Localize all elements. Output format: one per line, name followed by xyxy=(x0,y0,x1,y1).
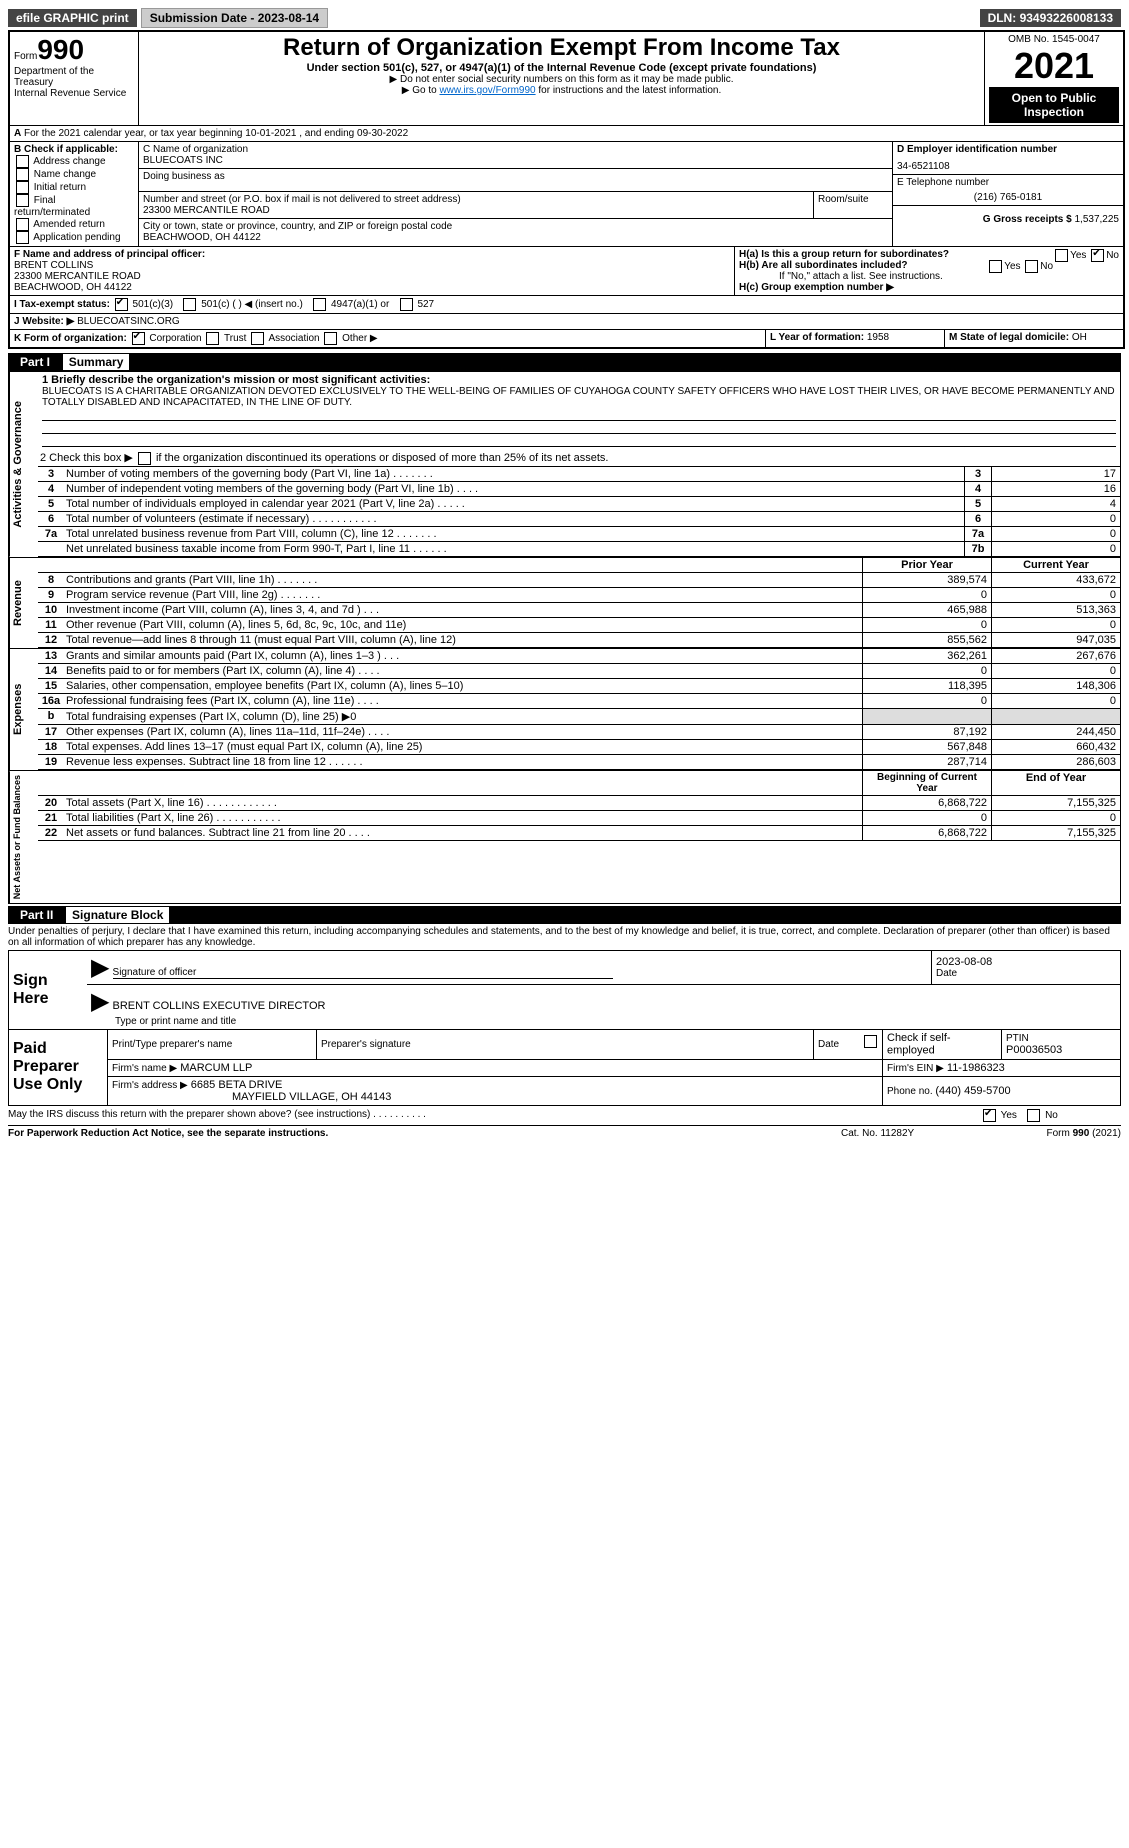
tax-year: 2021 xyxy=(989,45,1119,87)
page-title: Return of Organization Exempt From Incom… xyxy=(143,34,980,62)
discuss-yes[interactable] xyxy=(983,1109,996,1122)
addr-change-check[interactable] xyxy=(16,155,29,168)
declaration: Under penalties of perjury, I declare th… xyxy=(8,924,1121,950)
top-bar: efile GRAPHIC print Submission Date - 20… xyxy=(8,8,1121,28)
efile-label: efile GRAPHIC print xyxy=(8,9,137,27)
final-return-check[interactable] xyxy=(16,194,29,207)
expenses-label: Expenses xyxy=(9,649,38,770)
phone: (216) 765-0181 xyxy=(897,192,1119,203)
officer-name: BRENT COLLINS EXECUTIVE DIRECTOR xyxy=(113,1000,326,1012)
form-header: Form990 Department of the Treasury Inter… xyxy=(8,30,1125,349)
name-change-check[interactable] xyxy=(16,168,29,181)
website: BLUECOATSINC.ORG xyxy=(77,316,180,327)
part1-hdr: Part I xyxy=(14,353,56,371)
mission-text: BLUECOATS IS A CHARITABLE ORGANIZATION D… xyxy=(42,386,1116,408)
governance-label: Activities & Governance xyxy=(9,372,38,557)
ein: 34-6521108 xyxy=(897,161,1119,172)
gross-receipts: 1,537,225 xyxy=(1075,214,1120,225)
501c3-check[interactable] xyxy=(115,298,128,311)
part2-hdr: Part II xyxy=(14,906,59,924)
period-line: A For the 2021 calendar year, or tax yea… xyxy=(10,126,1123,142)
paid-preparer: Paid Preparer Use Only xyxy=(9,1029,108,1105)
group-return-no[interactable] xyxy=(1091,249,1104,262)
open-public-badge: Open to Public Inspection xyxy=(989,87,1119,123)
sign-here: Sign Here xyxy=(9,950,88,1029)
corp-check[interactable] xyxy=(132,332,145,345)
net-label: Net Assets or Fund Balances xyxy=(9,771,38,903)
revenue-label: Revenue xyxy=(9,558,38,648)
initial-return-check[interactable] xyxy=(16,181,29,194)
org-address: 23300 MERCANTILE ROAD xyxy=(143,205,809,216)
firm-name: MARCUM LLP xyxy=(180,1062,252,1074)
amended-check[interactable] xyxy=(16,218,29,231)
form-number: 990 xyxy=(37,34,84,65)
org-name: BLUECOATS INC xyxy=(143,155,888,166)
dln-box: DLN: 93493226008133 xyxy=(980,9,1121,27)
org-city: BEACHWOOD, OH 44122 xyxy=(143,232,888,243)
submission-date-box: Submission Date - 2023-08-14 xyxy=(141,8,328,28)
app-pending-check[interactable] xyxy=(16,231,29,244)
irs-link[interactable]: www.irs.gov/Form990 xyxy=(439,85,535,96)
